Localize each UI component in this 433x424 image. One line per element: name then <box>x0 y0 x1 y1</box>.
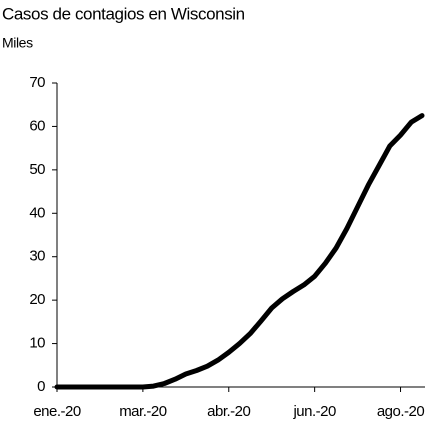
y-tick-label: 50 <box>29 161 45 178</box>
chart-title: Casos de contagios en Wisconsin <box>2 4 245 23</box>
y-tick-label: 60 <box>29 117 45 134</box>
x-tick-label: ago.-20 <box>377 403 425 420</box>
y-tick-label: 40 <box>29 204 45 221</box>
y-tick-label: 30 <box>29 248 45 265</box>
y-tick-label: 20 <box>29 291 45 308</box>
x-tick-label: abr.-20 <box>207 403 250 420</box>
line-series <box>54 113 425 390</box>
chart-subtitle: Miles <box>2 35 33 51</box>
y-tick-label: 0 <box>37 378 45 395</box>
y-tick-label: 70 <box>29 74 45 91</box>
x-tick-label: ene.-20 <box>33 403 81 420</box>
x-tick-label: jun.-20 <box>292 403 336 420</box>
x-tick-label: mar.-20 <box>119 403 167 420</box>
y-tick-label: 10 <box>29 335 45 352</box>
